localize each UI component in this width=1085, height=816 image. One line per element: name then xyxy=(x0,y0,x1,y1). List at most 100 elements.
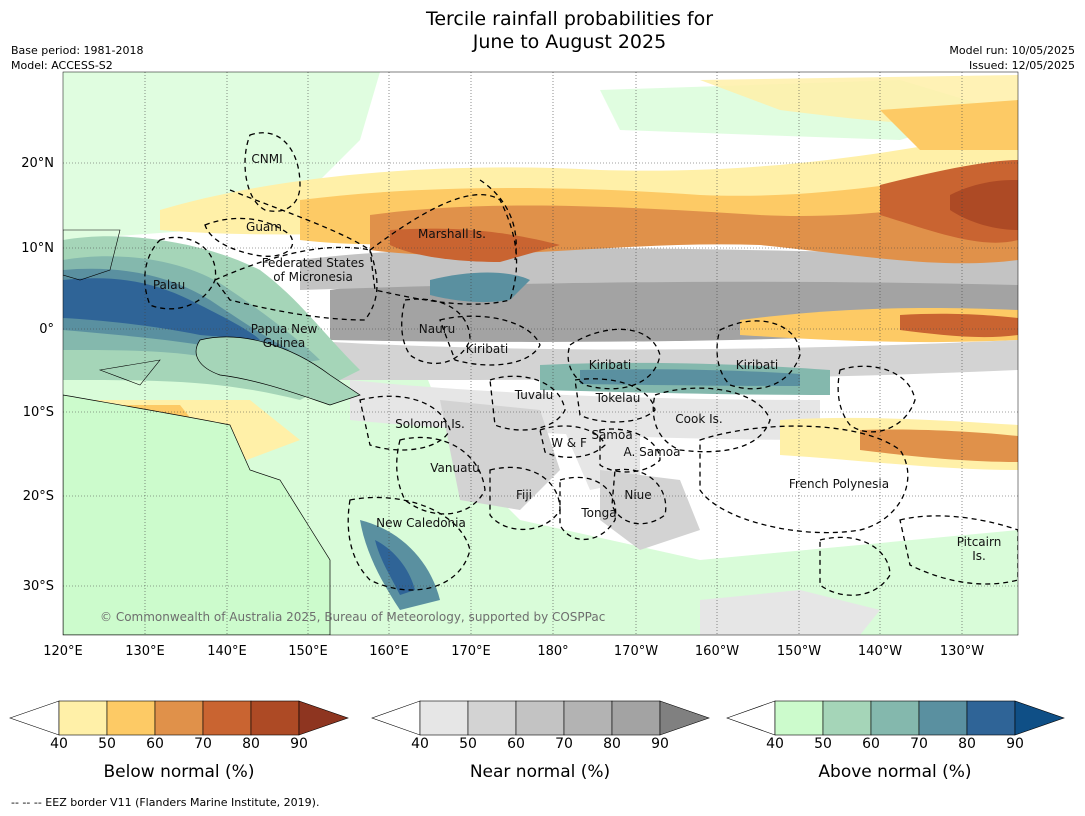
colorbar-near-40-50 xyxy=(419,700,469,736)
lon-label-130w: 130°W xyxy=(939,644,985,659)
place-label-cook: Cook Is. xyxy=(675,412,723,426)
lon-label-140w: 140°W xyxy=(857,644,903,659)
lat-label-20n: 20°N xyxy=(21,156,54,171)
cbar-below-tick-70: 70 xyxy=(194,736,212,752)
colorbar-below-70-80 xyxy=(202,700,252,736)
lon-label-180: 180° xyxy=(537,644,569,659)
map-frame xyxy=(62,71,1019,636)
map-title-line2: June to August 2025 xyxy=(472,31,667,53)
colorbar-above-50-60 xyxy=(822,700,872,736)
place-label-niue: Niue xyxy=(624,488,652,502)
colorbar-near-80-90 xyxy=(611,700,661,736)
cbar-above-tick-50: 50 xyxy=(814,736,832,752)
cbar-above-tick-60: 60 xyxy=(862,736,880,752)
place-label-kiribati-west: Kiribati xyxy=(465,342,509,356)
meta-right: Model run: 10/05/2025 Issued: 12/05/2025 xyxy=(949,43,1075,73)
cbar-below-tick-40: 40 xyxy=(50,736,68,752)
cbar-near-tick-60: 60 xyxy=(507,736,525,752)
colorbar-below-40-50 xyxy=(58,700,108,736)
place-label-fsm-line1: Federated States xyxy=(261,256,365,270)
place-label-nauru: Nauru xyxy=(418,322,456,336)
cbar-above-title: Above normal (%) xyxy=(818,762,972,782)
colorbar-below xyxy=(9,700,349,736)
place-label-pitcairn: Pitcairn Is. xyxy=(957,535,1002,563)
lon-label-120e: 120°E xyxy=(43,644,83,659)
cbar-below-tick-50: 50 xyxy=(98,736,116,752)
place-label-tuvalu: Tuvalu xyxy=(514,388,554,402)
place-label-asamoa: A. Samoa xyxy=(623,445,681,459)
lat-label-30s: 30°S xyxy=(22,579,54,594)
eez-footnote: -- -- -- EEZ border V11 (Flanders Marine… xyxy=(11,796,320,809)
place-label-kiribati-east: Kiribati xyxy=(735,358,779,372)
place-label-fsm-line2: of Micronesia xyxy=(273,270,353,284)
eez-borders xyxy=(144,132,1018,596)
lon-label-160w: 160°W xyxy=(694,644,740,659)
probability-shading xyxy=(63,72,1018,635)
colorbar-below-60-70 xyxy=(154,700,204,736)
place-label-kiribati-central: Kiribati xyxy=(588,358,632,372)
place-label-guam: Guam xyxy=(246,220,282,234)
map-title: Tercile rainfall probabilities for June … xyxy=(27,8,1085,54)
cbar-near-title: Near normal (%) xyxy=(469,762,611,782)
colorbar-near-70-80 xyxy=(563,700,613,736)
lat-label-10n: 10°N xyxy=(21,241,54,256)
place-label-fsm: Federated States of Micronesia xyxy=(262,256,364,284)
lon-label-130e: 130°E xyxy=(125,644,165,659)
place-label-palau: Palau xyxy=(152,278,186,292)
place-label-png-line2: Guinea xyxy=(262,336,306,350)
place-label-cnmi: CNMI xyxy=(251,152,283,166)
place-label-png-line1: Papua New xyxy=(250,322,318,336)
colorbar-near-50-60 xyxy=(467,700,517,736)
place-label-wf: W & F xyxy=(551,436,587,450)
place-label-tokelau: Tokelau xyxy=(595,391,641,405)
colorbar-above-60-70 xyxy=(870,700,920,736)
place-label-pitcairn-line2: Is. xyxy=(972,549,986,563)
copyright-text: © Commonwealth of Australia 2025, Bureau… xyxy=(100,610,606,624)
cbar-near-tick-40: 40 xyxy=(411,736,429,752)
place-label-marshall: Marshall Is. xyxy=(418,227,486,241)
meta-left: Base period: 1981-2018 Model: ACCESS-S2 xyxy=(11,43,143,73)
cbar-above-tick-80: 80 xyxy=(958,736,976,752)
model-text: Model: ACCESS-S2 xyxy=(11,59,113,72)
cbar-near-tick-70: 70 xyxy=(555,736,573,752)
cbar-above-tick-40: 40 xyxy=(766,736,784,752)
issued-text: Issued: 12/05/2025 xyxy=(968,59,1075,72)
colorbar-above-80-90 xyxy=(966,700,1016,736)
colorbar-near xyxy=(371,700,710,736)
colorbar-near-60-70 xyxy=(515,700,565,736)
cbar-near-tick-90: 90 xyxy=(651,736,669,752)
cbar-below-tick-80: 80 xyxy=(242,736,260,752)
place-label-frpoly: French Polynesia xyxy=(788,477,890,491)
cbar-near-tick-50: 50 xyxy=(459,736,477,752)
colorbar-above-40-50 xyxy=(774,700,824,736)
model-run-text: Model run: 10/05/2025 xyxy=(949,44,1075,57)
lon-label-150e: 150°E xyxy=(288,644,328,659)
cbar-below-title: Below normal (%) xyxy=(103,762,255,782)
place-label-pitcairn-line1: Pitcairn xyxy=(956,535,1002,549)
cbar-near-tick-80: 80 xyxy=(603,736,621,752)
cbar-below-tick-60: 60 xyxy=(146,736,164,752)
map-title-line1: Tercile rainfall probabilities for xyxy=(425,8,714,30)
colorbar-above-70-80 xyxy=(918,700,968,736)
place-label-newcal: New Caledonia xyxy=(376,516,466,530)
cbar-above-tick-70: 70 xyxy=(910,736,928,752)
lon-label-170e: 170°E xyxy=(451,644,491,659)
place-label-samoa: Samoa xyxy=(591,428,633,442)
lat-label-10s: 10°S xyxy=(22,405,54,420)
place-label-solomon: Solomon Is. xyxy=(395,417,465,431)
colorbar-above xyxy=(726,700,1065,736)
place-label-tonga: Tonga xyxy=(581,506,617,520)
lat-label-20s: 20°S xyxy=(22,489,54,504)
graticule xyxy=(63,72,1018,635)
lon-label-160e: 160°E xyxy=(369,644,409,659)
colorbar-below-80-90 xyxy=(250,700,300,736)
place-label-png: Papua New Guinea xyxy=(251,322,318,350)
colorbar-below-50-60 xyxy=(106,700,156,736)
place-label-fiji: Fiji xyxy=(515,488,533,502)
lon-label-150w: 150°W xyxy=(776,644,822,659)
cbar-below-tick-90: 90 xyxy=(290,736,308,752)
lon-label-140e: 140°E xyxy=(207,644,247,659)
place-label-vanuatu: Vanuatu xyxy=(430,461,480,475)
base-period-text: Base period: 1981-2018 xyxy=(11,44,144,57)
